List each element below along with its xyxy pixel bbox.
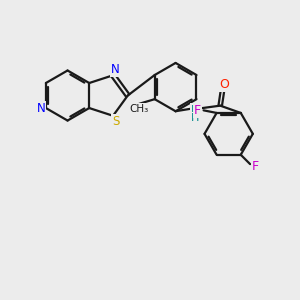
Text: CH₃: CH₃	[129, 104, 148, 114]
Text: H: H	[191, 113, 200, 123]
Text: N: N	[191, 103, 200, 117]
Text: F: F	[252, 160, 259, 173]
Text: F: F	[194, 104, 201, 117]
Text: N: N	[37, 101, 45, 115]
Text: N: N	[111, 63, 119, 76]
Text: O: O	[219, 78, 229, 91]
Text: S: S	[112, 115, 120, 128]
